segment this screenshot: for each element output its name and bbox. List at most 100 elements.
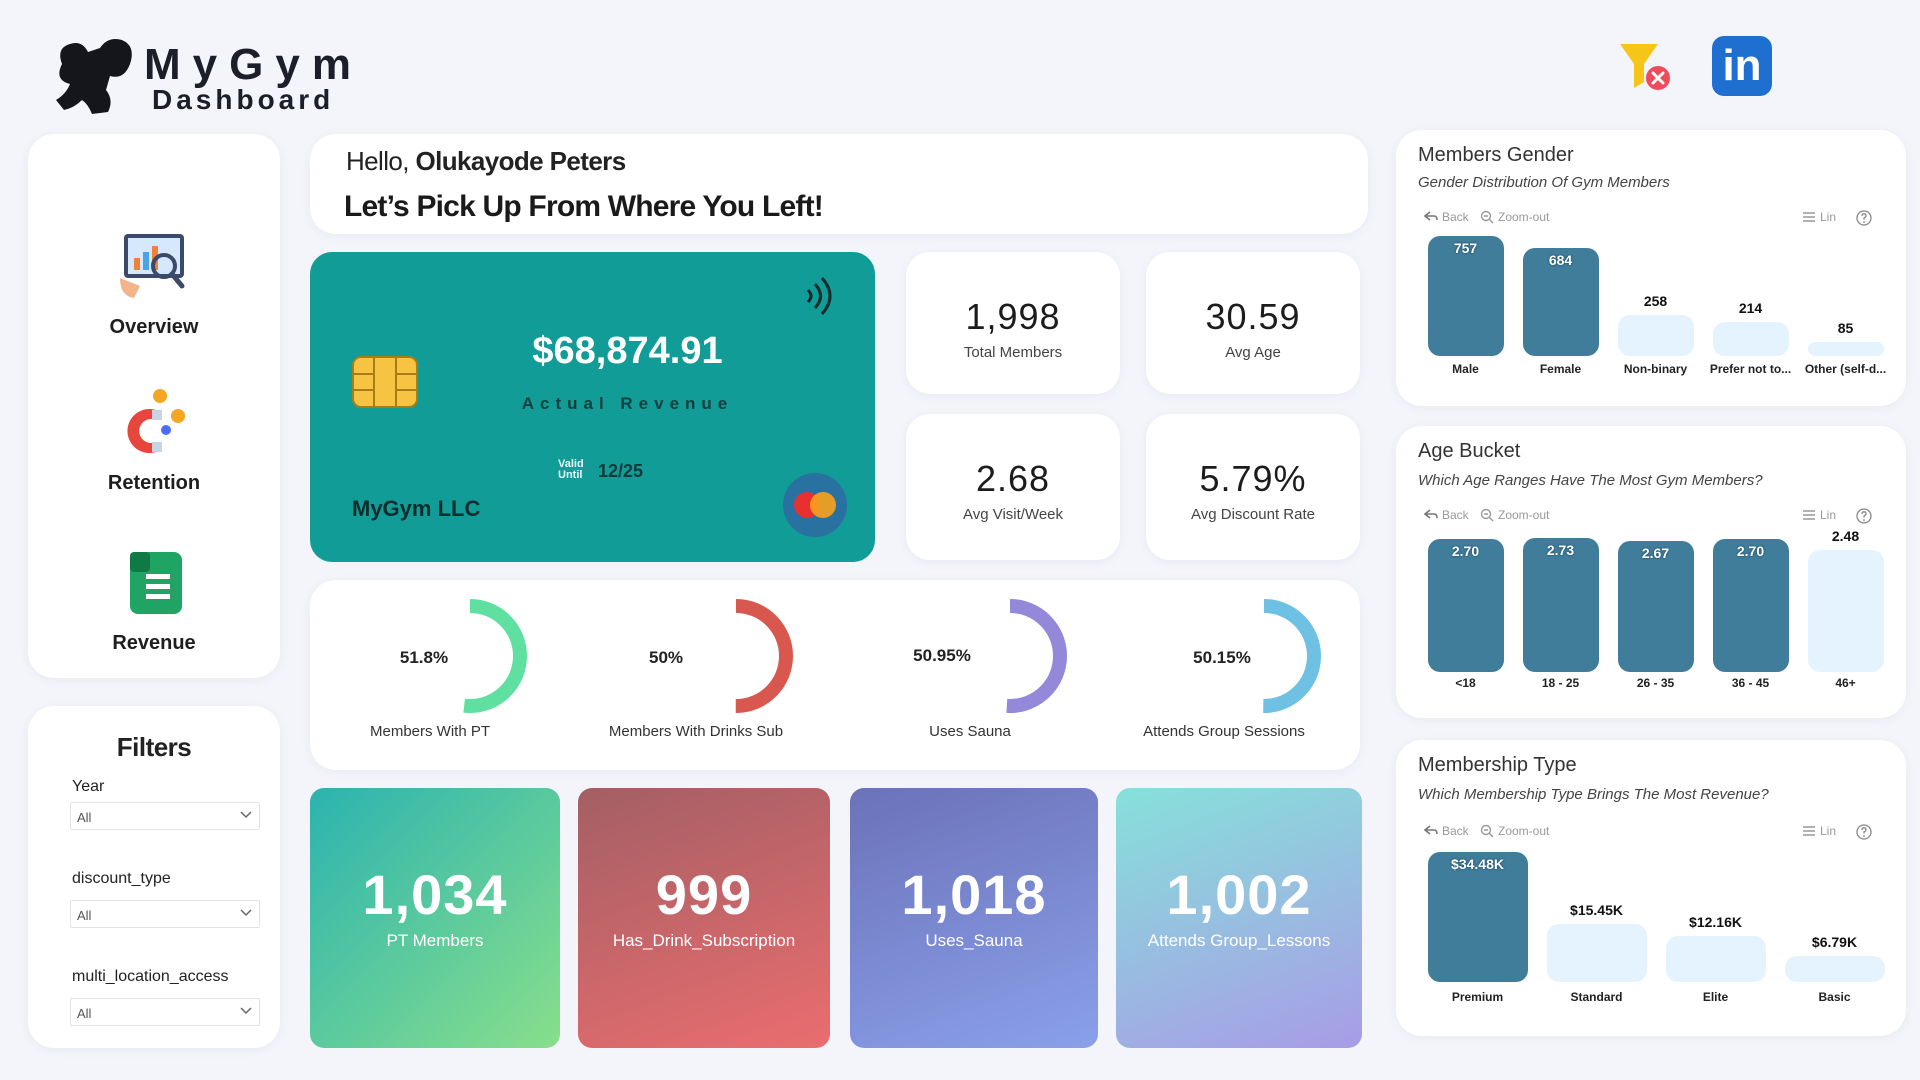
zoom-out-label: Zoom-out — [1498, 824, 1550, 838]
bar[interactable] — [1427, 539, 1504, 672]
tile-label: PT Members — [386, 931, 484, 950]
card-valid-date: 12/25 — [598, 461, 644, 481]
bar-category-label: 26 - 35 — [1636, 676, 1675, 690]
zoom-out-icon — [1480, 824, 1494, 838]
greeting-hello-text: Hello, — [346, 146, 409, 176]
back-button[interactable]: Back — [1424, 508, 1469, 522]
multi-location-access-select-value: All — [77, 1006, 92, 1021]
bar[interactable] — [1712, 322, 1789, 356]
bar-category-label: Non-binary — [1623, 362, 1688, 376]
help-button[interactable] — [1856, 210, 1872, 226]
discount-type-select[interactable]: All — [70, 900, 260, 928]
bar-value-label: $12.16K — [1689, 914, 1742, 931]
bar-value-label: 757 — [1453, 240, 1478, 256]
nav-item-overview[interactable]: Overview — [28, 230, 280, 339]
bar[interactable] — [1427, 852, 1528, 982]
bar-category-label: Standard — [1570, 990, 1623, 1004]
filters-panel: Filters Year All discount_type All multi… — [28, 706, 280, 1048]
bar-category-label: Prefer not to... — [1709, 362, 1792, 376]
donut-arc — [1207, 599, 1321, 713]
bar[interactable] — [1546, 923, 1647, 982]
chevron-down-icon — [240, 1007, 252, 1015]
list-icon — [1802, 826, 1815, 836]
app-title: MyGym — [144, 40, 363, 89]
bar-value-label: 2.48 — [1831, 528, 1860, 545]
card-company-name: MyGym LLC — [352, 496, 481, 521]
year-select[interactable]: All — [70, 802, 260, 830]
help-icon — [1856, 508, 1872, 524]
bar[interactable] — [1522, 247, 1599, 356]
card-valid-label-2: Until — [558, 469, 583, 481]
linear-scale-label: Lin — [1819, 508, 1836, 522]
nav-item-revenue[interactable]: Revenue — [28, 546, 280, 655]
bar[interactable] — [1665, 936, 1766, 982]
back-button[interactable]: Back — [1424, 210, 1469, 224]
chart-title: Members Gender — [1418, 144, 1574, 166]
help-button[interactable] — [1856, 824, 1872, 840]
card-chip-icon — [352, 356, 418, 408]
linkedin-icon[interactable]: in — [1712, 36, 1772, 96]
bar-category-label: Basic — [1818, 990, 1851, 1004]
donut-value: 50.95% — [913, 646, 971, 665]
kpi-label: Total Members — [963, 344, 1063, 361]
kpi-label: Avg Visit/Week — [962, 506, 1064, 523]
help-button[interactable] — [1856, 508, 1872, 524]
kpi-avg-age: 30.59 Avg Age — [1146, 252, 1360, 394]
bar[interactable] — [1712, 539, 1789, 672]
help-icon — [1856, 210, 1872, 226]
back-arrow-icon — [1424, 509, 1438, 519]
chevron-down-icon — [240, 811, 252, 819]
discount-type-select-value: All — [77, 908, 92, 923]
bar[interactable] — [1784, 956, 1885, 982]
tile-drink-subscription: 999 Has_Drink_Subscription — [578, 788, 830, 1048]
bar[interactable] — [1617, 540, 1694, 672]
filters-title: Filters — [116, 732, 192, 762]
greeting-hello: Hello, Olukayode Peters — [346, 146, 626, 177]
donut-chart — [413, 599, 527, 713]
linear-scale-button[interactable]: Lin — [1802, 824, 1836, 838]
chart-subtitle: Which Membership Type Brings The Most Re… — [1418, 786, 1769, 803]
tile-group-lessons: 1,002 Attends Group_Lessons — [1116, 788, 1362, 1048]
chart-toolbar: Back Zoom-out Lin — [1418, 508, 1884, 526]
bar-value-label: 85 — [1837, 320, 1854, 336]
bar[interactable] — [1617, 315, 1694, 356]
zoom-out-button[interactable]: Zoom-out — [1480, 210, 1549, 224]
tile-value: 1,002 — [1166, 863, 1312, 926]
bar-category-label: Female — [1539, 362, 1582, 376]
bar-value-label: $15.45K — [1570, 901, 1623, 918]
chart-age-bucket: Age Bucket Which Age Ranges Have The Most… — [1396, 426, 1906, 718]
zoom-out-button[interactable]: Zoom-out — [1480, 824, 1549, 838]
donut-label: Attends Group Sessions — [1143, 723, 1305, 740]
tile-pt-members: 1,034 PT Members — [310, 788, 560, 1048]
nav-item-retention[interactable]: Retention — [28, 386, 280, 495]
donut-value: 51.8% — [399, 648, 449, 667]
tile-label: Attends Group_Lessons — [1147, 931, 1331, 950]
tile-label: Has_Drink_Subscription — [612, 931, 796, 950]
kpi-value: 30.59 — [1205, 296, 1301, 337]
kpi-label: Avg Discount Rate — [1191, 506, 1315, 523]
linear-scale-label: Lin — [1819, 824, 1836, 838]
bar[interactable] — [1427, 236, 1504, 356]
donut-arc — [679, 599, 793, 713]
chart-title: Age Bucket — [1418, 440, 1521, 462]
back-label: Back — [1442, 824, 1469, 838]
list-icon — [1802, 212, 1815, 222]
card-valid-label: Valid Until — [558, 459, 584, 481]
multi-location-access-select[interactable]: All — [70, 998, 260, 1026]
bar[interactable] — [1807, 342, 1884, 356]
bar[interactable] — [1807, 550, 1884, 672]
list-icon — [1802, 510, 1815, 520]
bar[interactable] — [1522, 538, 1599, 672]
zoom-out-button[interactable]: Zoom-out — [1480, 508, 1549, 522]
nav-label-retention: Retention — [107, 472, 201, 494]
dashboard-analysis-icon — [116, 230, 192, 306]
donut-label: Members With PT — [369, 723, 490, 740]
bar-category-label: <18 — [1455, 676, 1476, 690]
linear-scale-button[interactable]: Lin — [1802, 210, 1836, 224]
donut-label: Members With Drinks Sub — [608, 723, 784, 740]
back-button[interactable]: Back — [1424, 824, 1469, 838]
linear-scale-button[interactable]: Lin — [1802, 508, 1836, 522]
bar-value-label: $34.48K — [1451, 856, 1504, 872]
clear-filters-icon[interactable] — [1618, 38, 1674, 94]
bar-category-label: Elite — [1702, 990, 1729, 1004]
